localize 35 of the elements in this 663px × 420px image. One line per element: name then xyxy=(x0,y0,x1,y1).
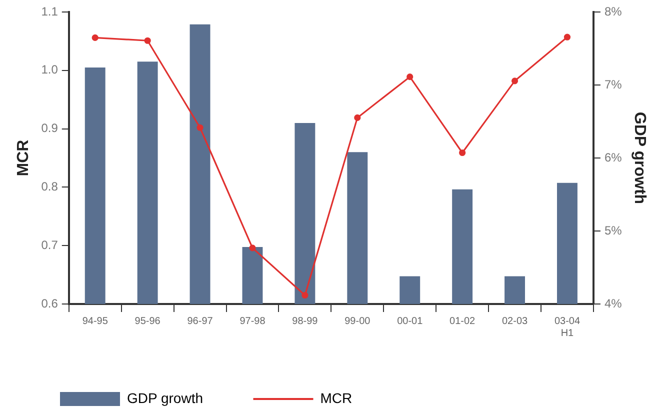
x-tick-label: 98-99 xyxy=(292,316,318,327)
y2-tick-label: 5% xyxy=(604,223,622,238)
point xyxy=(564,34,571,40)
point xyxy=(459,149,466,156)
y-tick-label: 1.1 xyxy=(41,4,58,18)
x-tick-label: 99-00 xyxy=(344,316,371,327)
y-tick-label: 0.6 xyxy=(41,296,58,310)
point xyxy=(302,292,308,299)
y2-tick-label: 6% xyxy=(604,150,622,164)
y2-tick-label: 4% xyxy=(604,296,622,310)
x-tick-label: 00-01 xyxy=(397,316,424,327)
x-tick-label: 95-96 xyxy=(134,316,161,327)
x-tick-label: 96-97 xyxy=(187,316,214,327)
point xyxy=(511,78,518,84)
y2-axis-title: GDP growth xyxy=(630,112,648,204)
y2-tick-label: 7% xyxy=(604,77,622,92)
y-tick-label: 0.8 xyxy=(41,180,58,194)
y2-tick-label: 8% xyxy=(604,4,622,18)
point xyxy=(406,74,414,80)
point xyxy=(354,114,361,122)
y-axis-title: MCR xyxy=(15,139,32,176)
x-tick-label: 02-03 xyxy=(502,316,528,327)
y-tick-label: 1.0 xyxy=(41,62,58,77)
point xyxy=(92,34,98,41)
legend-label: MCR xyxy=(320,390,352,406)
point xyxy=(249,244,256,252)
x-tick-label: 01-02 xyxy=(450,316,476,327)
point xyxy=(144,37,151,44)
x-tick-label: 97-98 xyxy=(240,316,266,327)
x-tick-label: 03-04 H1 xyxy=(554,316,580,339)
legend-label: GDP growth xyxy=(127,390,203,406)
y-tick-label: 0.7 xyxy=(41,238,58,252)
y-tick-label: 0.9 xyxy=(41,121,58,136)
point xyxy=(196,124,204,131)
x-tick-label: 94-95 xyxy=(82,316,108,327)
